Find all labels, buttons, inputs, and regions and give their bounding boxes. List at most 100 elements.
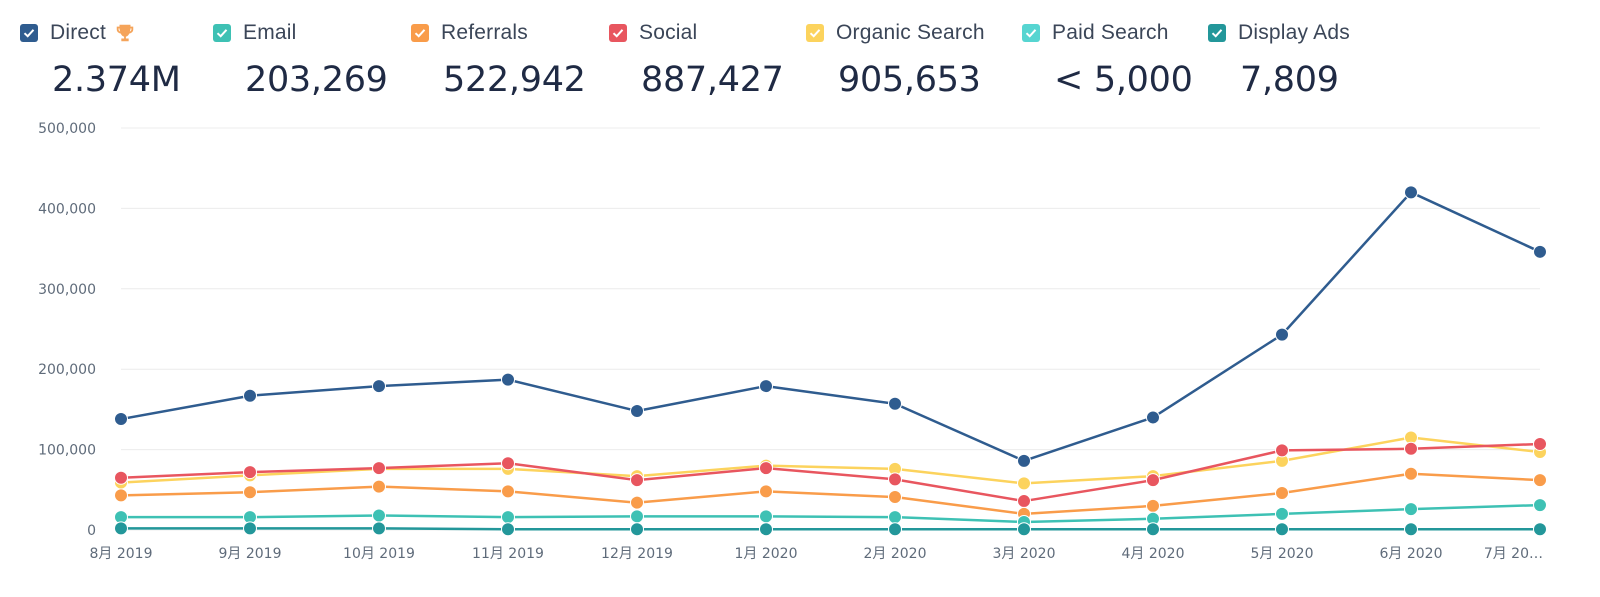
data-point: [888, 396, 902, 411]
data-point: [1533, 436, 1547, 451]
x-tick-label: 8月 2019: [90, 546, 153, 562]
series-total: 522,942: [443, 60, 586, 100]
data-point: [1533, 244, 1547, 259]
data-point: [630, 473, 644, 488]
legend-label: Organic Search: [836, 21, 985, 44]
data-point: [372, 461, 386, 476]
x-tick-label: 12月 2019: [601, 546, 673, 562]
legend-label: Social: [639, 21, 698, 44]
legend-item-direct[interactable]: Direct 2.374M: [20, 18, 181, 100]
checkbox-checked-icon[interactable]: [411, 24, 429, 42]
checkbox-checked-icon[interactable]: [1022, 24, 1040, 42]
checkbox-checked-icon[interactable]: [213, 24, 231, 42]
data-point: [759, 484, 773, 499]
legend-item-display-ads[interactable]: Display Ads 7,809: [1208, 18, 1350, 100]
data-point: [1017, 522, 1031, 537]
x-tick-label: 3月 2020: [993, 546, 1056, 562]
legend-item-paid-search[interactable]: Paid Search < 5,000: [1022, 18, 1193, 100]
data-point: [243, 465, 257, 480]
data-point: [630, 495, 644, 510]
data-point: [1017, 494, 1031, 509]
data-point: [630, 522, 644, 537]
legend-item-organic-search[interactable]: Organic Search 905,653: [806, 18, 985, 100]
data-point: [1017, 453, 1031, 468]
data-point: [1404, 466, 1418, 481]
data-point: [759, 522, 773, 537]
x-tick-label: 4月 2020: [1122, 546, 1185, 562]
x-tick-label: 9月 2019: [219, 546, 282, 562]
series-total: 7,809: [1240, 60, 1339, 100]
data-point: [1275, 443, 1289, 458]
data-point: [372, 379, 386, 394]
data-point: [1275, 327, 1289, 342]
series-line: [120, 436, 1541, 485]
x-tick-label: 11月 2019: [472, 546, 544, 562]
data-point: [759, 509, 773, 524]
data-point: [1404, 441, 1418, 456]
data-point: [243, 485, 257, 500]
data-point: [888, 522, 902, 537]
checkbox-checked-icon[interactable]: [1208, 24, 1226, 42]
data-point: [501, 456, 515, 471]
series-social: [114, 436, 1547, 509]
series-line: [120, 472, 1541, 516]
checkbox-checked-icon[interactable]: [806, 24, 824, 42]
legend-label: Direct: [50, 21, 107, 44]
data-point: [372, 508, 386, 523]
data-point: [1404, 522, 1418, 537]
chart-legend: Direct 2.374M Email 203,269 Referrals 52…: [20, 18, 1580, 108]
series-total: 887,427: [641, 60, 784, 100]
data-point: [114, 488, 128, 503]
x-tick-label: 5月 2020: [1251, 546, 1314, 562]
data-point: [1275, 522, 1289, 537]
data-point: [888, 490, 902, 505]
x-tick-label: 7月 20…: [1484, 546, 1543, 562]
data-point: [630, 509, 644, 524]
data-point: [1275, 506, 1289, 521]
checkbox-checked-icon[interactable]: [20, 24, 38, 42]
series-line: [120, 191, 1541, 463]
legend-item-social[interactable]: Social 887,427: [609, 18, 784, 100]
y-tick-label: 200,000: [38, 362, 96, 378]
legend-label: Referrals: [441, 21, 528, 44]
series-line: [120, 442, 1541, 503]
data-point: [1146, 522, 1160, 537]
data-point: [888, 472, 902, 487]
y-tick-label: 0: [87, 523, 96, 539]
series-total: 905,653: [838, 60, 981, 100]
data-point: [1404, 185, 1418, 200]
y-tick-label: 500,000: [38, 121, 96, 137]
series-total: 203,269: [245, 60, 388, 100]
data-point: [1533, 473, 1547, 488]
data-point: [1275, 486, 1289, 501]
x-tick-label: 6月 2020: [1380, 546, 1443, 562]
data-point: [114, 412, 128, 427]
series-total: 2.374M: [52, 60, 181, 100]
data-point: [501, 522, 515, 537]
legend-item-referrals[interactable]: Referrals 522,942: [411, 18, 586, 100]
series-email: [114, 498, 1547, 529]
series-direct: [114, 185, 1547, 468]
series-total: < 5,000: [1054, 60, 1193, 100]
y-tick-label: 100,000: [38, 443, 96, 459]
data-point: [501, 484, 515, 499]
data-point: [1146, 410, 1160, 425]
trophy-icon: [116, 24, 134, 42]
series-organic-search: [114, 430, 1547, 491]
data-point: [1404, 502, 1418, 517]
data-point: [501, 510, 515, 525]
series-display-ads: [114, 521, 1547, 537]
legend-label: Display Ads: [1238, 21, 1350, 44]
y-tick-label: 300,000: [38, 282, 96, 298]
y-tick-label: 400,000: [38, 201, 96, 217]
x-tick-label: 2月 2020: [864, 546, 927, 562]
data-point: [630, 404, 644, 419]
checkbox-checked-icon[interactable]: [609, 24, 627, 42]
legend-item-email[interactable]: Email 203,269: [213, 18, 388, 100]
x-tick-label: 10月 2019: [343, 546, 415, 562]
data-point: [1146, 498, 1160, 513]
data-point: [1533, 522, 1547, 537]
legend-label: Email: [243, 21, 297, 44]
data-point: [1146, 473, 1160, 488]
